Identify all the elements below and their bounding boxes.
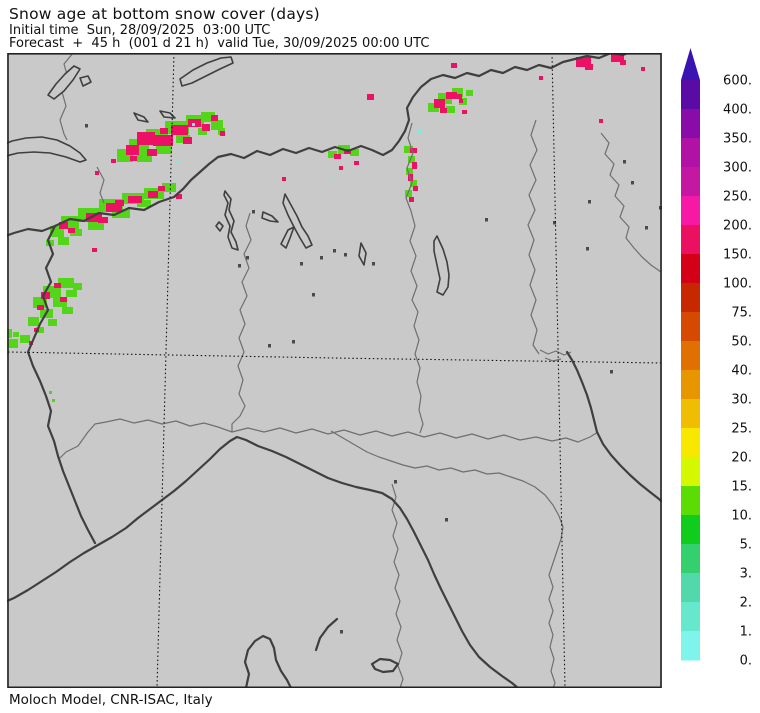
svg-text:250.: 250. — [723, 190, 752, 205]
colorbar: 600. 400. 350. 300. 250. 200. 150. 100. 75. 50. 40… — [681, 48, 752, 669]
colorbar-tick-labels: 600. 400. 350. 300. 250. 200. 150. 100. 75. 50. 40… — [723, 74, 752, 669]
svg-text:10.: 10. — [731, 509, 752, 524]
svg-text:15.: 15. — [731, 480, 752, 495]
small-lakes-dots — [85, 124, 662, 634]
svg-text:300.: 300. — [723, 161, 752, 176]
svg-text:350.: 350. — [723, 132, 752, 147]
svg-text:2.: 2. — [740, 596, 752, 611]
svg-text:600.: 600. — [723, 74, 752, 89]
svg-text:150.: 150. — [723, 248, 752, 263]
map-frame — [7, 53, 662, 688]
svg-text:40.: 40. — [731, 364, 752, 379]
svg-text:100.: 100. — [723, 277, 752, 292]
page-title: Snow age at bottom snow cover (days) — [9, 5, 320, 23]
colorbar-arrow — [681, 48, 700, 80]
svg-text:30.: 30. — [731, 393, 752, 408]
initial-time-label: Initial time Sun, 28/09/2025 03:00 UTC — [9, 23, 271, 38]
svg-text:75.: 75. — [731, 306, 752, 321]
svg-text:3.: 3. — [740, 567, 752, 582]
svg-text:0.: 0. — [740, 654, 752, 669]
svg-text:5.: 5. — [740, 538, 752, 553]
svg-text:20.: 20. — [731, 451, 752, 466]
graticule — [7, 53, 662, 688]
svg-text:200.: 200. — [723, 219, 752, 234]
region-borders — [59, 53, 662, 688]
svg-text:400.: 400. — [723, 103, 752, 118]
map-canvas — [7, 53, 662, 688]
model-credit: Moloch Model, CNR-ISAC, Italy — [9, 692, 213, 708]
svg-text:50.: 50. — [731, 335, 752, 350]
forecast-valid-label: Forecast + 45 h (001 d 21 h) valid Tue, … — [9, 36, 430, 51]
svg-text:25.: 25. — [731, 422, 752, 437]
national-borders — [7, 53, 662, 688]
lakes — [7, 56, 450, 296]
svg-text:1.: 1. — [740, 625, 752, 640]
colorbar-segments — [681, 80, 700, 661]
